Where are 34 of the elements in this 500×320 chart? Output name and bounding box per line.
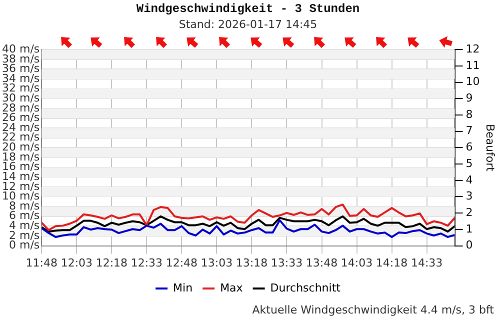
x-tick-label: 11:48 [26,256,58,270]
chart-title: Windgeschwindigkeit - 3 Stunden [136,2,360,16]
x-tick-label: 13:03 [200,256,233,270]
y-tick-label: 30 m/s [2,92,40,105]
y2-tick-label: 10 [466,75,480,88]
y2-axis-title: Beaufort [484,124,497,172]
chart-subtitle: Stand: 2026-01-17 14:45 [178,18,318,31]
y2-tick-label: 2 [466,206,473,219]
x-tick-label: 12:03 [60,256,93,270]
y2-tick-label: 6 [466,140,473,154]
x-tick-label: 14:33 [410,256,443,270]
x-tick-label: 12:48 [166,256,198,270]
y2-tick-label: 12 [466,42,480,56]
text: Aktuelle Windgeschwindigkeit 4.4 m/s, 3 bft [252,303,495,316]
x-tick-label: 12:18 [96,256,128,270]
x-tick-label: 13:33 [270,256,303,270]
y2-tick-label: 0 [466,238,473,252]
x-tick-label: 12:33 [130,256,163,270]
x-tick-label: 13:18 [236,256,268,270]
y2-tick-label: 5 [466,156,473,170]
y2-tick-label: 1 [466,222,473,236]
y2-tick-label: 9 [466,92,473,105]
y-tick-label: 40 m/s [2,42,40,56]
y2-tick-label: 3 [466,190,473,203]
y2-tick-label: 7 [466,124,473,138]
x-tick-label: 13:48 [306,256,338,270]
x-tick-label: 14:18 [376,256,408,270]
legend-label: Min [173,281,193,294]
legend-label: Max [220,281,244,294]
y2-tick-label: 4 [466,173,473,186]
y2-tick-label: 8 [466,108,473,121]
y2-tick-label: 11 [466,58,480,72]
legend-label: Durchschnitt [270,281,342,294]
x-tick-label: 14:03 [340,256,373,270]
